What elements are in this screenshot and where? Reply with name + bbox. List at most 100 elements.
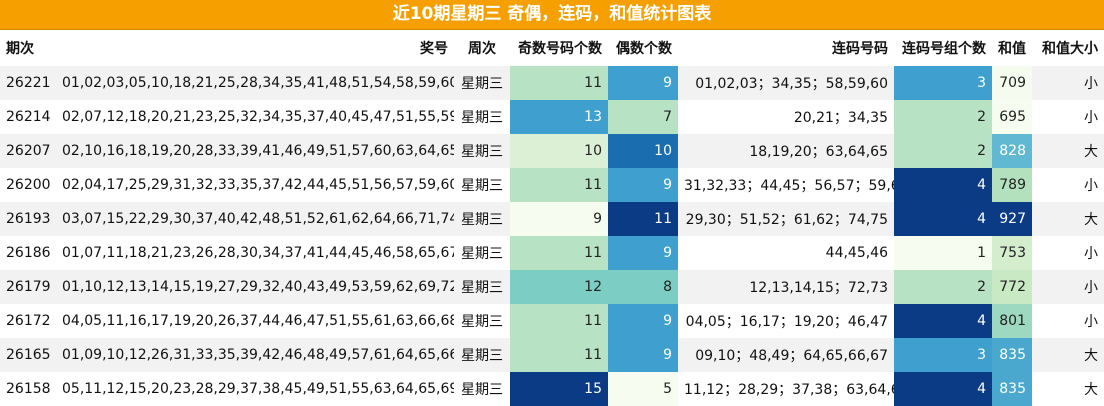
- numbers-cell: 01,02,03,05,10,18,21,25,28,34,35,41,48,5…: [56, 66, 454, 100]
- group-count-cell: 2: [894, 270, 992, 304]
- sum-cell: 801: [992, 304, 1032, 338]
- consecutive-cell: 09,10；48,49；64,65,66,67: [678, 338, 894, 372]
- col-header-consecutive[interactable]: 连码号码: [678, 30, 894, 66]
- consecutive-cell: 12,13,14,15；72,73: [678, 270, 894, 304]
- even-count-cell: 9: [608, 236, 678, 270]
- numbers-cell: 03,07,15,22,29,30,37,40,42,48,51,52,61,6…: [56, 202, 454, 236]
- odd-count-cell: 11: [510, 304, 608, 338]
- sum-size-cell: 小: [1032, 100, 1104, 134]
- odd-count-cell: 11: [510, 168, 608, 202]
- sum-size-cell: 小: [1032, 66, 1104, 100]
- sum-size-cell: 小: [1032, 270, 1104, 304]
- table-row[interactable]: 26207 02,10,16,18,19,20,28,33,39,41,46,49…: [0, 134, 1104, 168]
- table-row[interactable]: 26179 01,10,12,13,14,15,19,27,29,32,40,43…: [0, 270, 1104, 304]
- sum-size-cell: 小: [1032, 168, 1104, 202]
- col-header-even-count[interactable]: 偶数个数: [608, 30, 678, 66]
- even-count-cell: 11: [608, 202, 678, 236]
- table-row[interactable]: 26186 01,07,11,18,21,23,26,28,30,34,37,41…: [0, 236, 1104, 270]
- weekday-cell: 星期三: [454, 270, 510, 304]
- odd-count-cell: 10: [510, 134, 608, 168]
- issue-cell: 26193: [0, 202, 56, 236]
- page-title: 近10期星期三 奇偶，连码，和值统计图表: [0, 0, 1104, 30]
- issue-cell: 26214: [0, 100, 56, 134]
- consecutive-cell: 01,02,03；34,35；58,59,60: [678, 66, 894, 100]
- sum-cell: 835: [992, 372, 1032, 406]
- sum-cell: 753: [992, 236, 1032, 270]
- weekday-cell: 星期三: [454, 168, 510, 202]
- col-header-sum[interactable]: 和值: [992, 30, 1032, 66]
- weekday-cell: 星期三: [454, 304, 510, 338]
- sum-size-cell: 大: [1032, 372, 1104, 406]
- group-count-cell: 4: [894, 202, 992, 236]
- consecutive-cell: 44,45,46: [678, 236, 894, 270]
- sum-cell: 772: [992, 270, 1032, 304]
- sum-size-cell: 大: [1032, 202, 1104, 236]
- table-row[interactable]: 26172 04,05,11,16,17,19,20,26,37,44,46,47…: [0, 304, 1104, 338]
- consecutive-cell: 04,05；16,17；19,20；46,47: [678, 304, 894, 338]
- even-count-cell: 9: [608, 168, 678, 202]
- table-row[interactable]: 26221 01,02,03,05,10,18,21,25,28,34,35,41…: [0, 66, 1104, 100]
- numbers-cell: 01,10,12,13,14,15,19,27,29,32,40,43,49,5…: [56, 270, 454, 304]
- sum-size-cell: 小: [1032, 236, 1104, 270]
- group-count-cell: 4: [894, 372, 992, 406]
- issue-cell: 26165: [0, 338, 56, 372]
- table-row[interactable]: 26158 05,11,12,15,20,23,28,29,37,38,45,49…: [0, 372, 1104, 406]
- even-count-cell: 9: [608, 304, 678, 338]
- numbers-cell: 01,07,11,18,21,23,26,28,30,34,37,41,44,4…: [56, 236, 454, 270]
- col-header-odd-count[interactable]: 奇数号码个数: [510, 30, 608, 66]
- numbers-cell: 02,10,16,18,19,20,28,33,39,41,46,49,51,5…: [56, 134, 454, 168]
- group-count-cell: 2: [894, 100, 992, 134]
- consecutive-cell: 29,30；51,52；61,62；74,75: [678, 202, 894, 236]
- issue-cell: 26200: [0, 168, 56, 202]
- table-row[interactable]: 26193 03,07,15,22,29,30,37,40,42,48,51,52…: [0, 202, 1104, 236]
- table-row[interactable]: 26214 02,07,12,18,20,21,23,25,32,34,35,37…: [0, 100, 1104, 134]
- col-header-sum-size[interactable]: 和值大小: [1032, 30, 1104, 66]
- odd-count-cell: 15: [510, 372, 608, 406]
- group-count-cell: 2: [894, 134, 992, 168]
- numbers-cell: 02,07,12,18,20,21,23,25,32,34,35,37,40,4…: [56, 100, 454, 134]
- sum-cell: 789: [992, 168, 1032, 202]
- odd-count-cell: 11: [510, 236, 608, 270]
- sum-size-cell: 大: [1032, 338, 1104, 372]
- issue-cell: 26186: [0, 236, 56, 270]
- group-count-cell: 4: [894, 304, 992, 338]
- even-count-cell: 9: [608, 338, 678, 372]
- weekday-cell: 星期三: [454, 202, 510, 236]
- odd-count-cell: 13: [510, 100, 608, 134]
- odd-count-cell: 9: [510, 202, 608, 236]
- group-count-cell: 4: [894, 168, 992, 202]
- issue-cell: 26179: [0, 270, 56, 304]
- numbers-cell: 04,05,11,16,17,19,20,26,37,44,46,47,51,5…: [56, 304, 454, 338]
- sum-size-cell: 小: [1032, 304, 1104, 338]
- group-count-cell: 3: [894, 66, 992, 100]
- even-count-cell: 5: [608, 372, 678, 406]
- numbers-cell: 05,11,12,15,20,23,28,29,37,38,45,49,51,5…: [56, 372, 454, 406]
- sum-cell: 709: [992, 66, 1032, 100]
- odd-count-cell: 12: [510, 270, 608, 304]
- weekday-cell: 星期三: [454, 372, 510, 406]
- numbers-cell: 01,09,10,12,26,31,33,35,39,42,46,48,49,5…: [56, 338, 454, 372]
- group-count-cell: 1: [894, 236, 992, 270]
- issue-cell: 26172: [0, 304, 56, 338]
- numbers-cell: 02,04,17,25,29,31,32,33,35,37,42,44,45,5…: [56, 168, 454, 202]
- even-count-cell: 8: [608, 270, 678, 304]
- col-header-weekday[interactable]: 周次: [454, 30, 510, 66]
- table-row[interactable]: 26165 01,09,10,12,26,31,33,35,39,42,46,48…: [0, 338, 1104, 372]
- even-count-cell: 10: [608, 134, 678, 168]
- consecutive-cell: 18,19,20；63,64,65: [678, 134, 894, 168]
- consecutive-cell: 31,32,33；44,45；56,57；59,60: [678, 168, 894, 202]
- weekday-cell: 星期三: [454, 134, 510, 168]
- stats-table: 期次 奖号 周次 奇数号码个数 偶数个数 连码号码 连码号组个数 和值 和值大小…: [0, 30, 1104, 406]
- issue-cell: 26158: [0, 372, 56, 406]
- col-header-group-count[interactable]: 连码号组个数: [894, 30, 992, 66]
- weekday-cell: 星期三: [454, 236, 510, 270]
- table-row[interactable]: 26200 02,04,17,25,29,31,32,33,35,37,42,44…: [0, 168, 1104, 202]
- weekday-cell: 星期三: [454, 66, 510, 100]
- col-header-issue[interactable]: 期次: [0, 30, 56, 66]
- sum-cell: 695: [992, 100, 1032, 134]
- issue-cell: 26207: [0, 134, 56, 168]
- col-header-numbers[interactable]: 奖号: [56, 30, 454, 66]
- consecutive-cell: 11,12；28,29；37,38；63,64,65: [678, 372, 894, 406]
- sum-cell: 927: [992, 202, 1032, 236]
- weekday-cell: 星期三: [454, 338, 510, 372]
